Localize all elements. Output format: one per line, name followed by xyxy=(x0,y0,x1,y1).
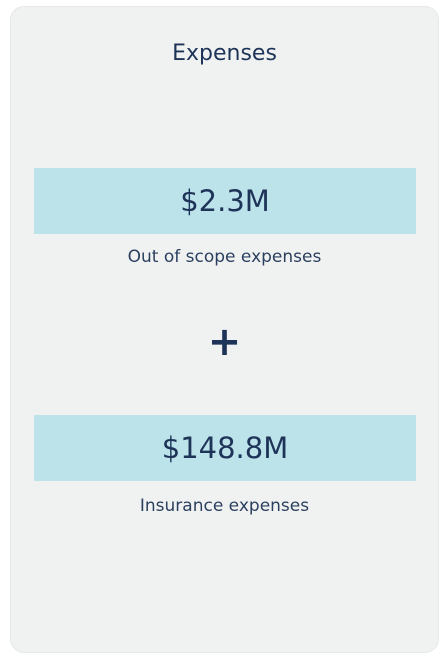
expenses-card: Expenses $2.3M Out of scope expenses + $… xyxy=(10,6,439,653)
plus-sign: + xyxy=(207,319,242,365)
value-label: Out of scope expenses xyxy=(127,247,322,267)
card-title: Expenses xyxy=(172,41,277,66)
value-label: Insurance expenses xyxy=(139,496,310,516)
value-box: $148.8M xyxy=(34,415,416,481)
value-box: $2.3M xyxy=(34,168,416,234)
